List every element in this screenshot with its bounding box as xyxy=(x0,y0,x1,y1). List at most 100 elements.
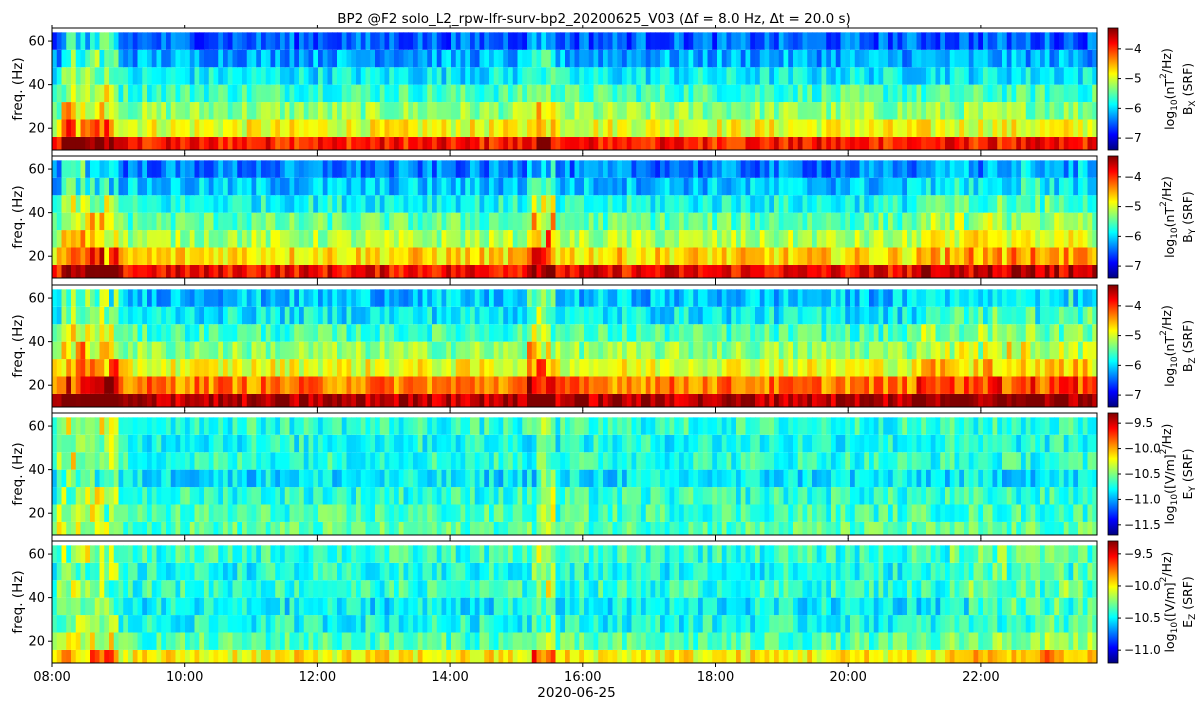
heatmap-cell xyxy=(555,289,561,307)
heatmap-cell xyxy=(204,247,210,265)
heatmap-cell xyxy=(1082,136,1089,150)
heatmap-cell xyxy=(493,67,500,85)
heatmap-cell xyxy=(755,119,761,137)
heatmap-cell xyxy=(1054,102,1060,120)
heatmap-cell xyxy=(308,49,314,68)
heatmap-cell xyxy=(1063,212,1070,231)
heatmap-cell xyxy=(569,84,576,103)
heatmap-cell xyxy=(541,102,547,120)
heatmap-cell xyxy=(299,84,305,103)
heatmap-cell xyxy=(208,247,215,265)
heatmap-cell xyxy=(911,341,918,360)
heatmap-cell xyxy=(66,195,72,213)
heatmap-cell xyxy=(645,84,652,103)
heatmap-cell xyxy=(921,177,927,196)
heatmap-cell xyxy=(413,324,419,342)
heatmap-cell xyxy=(156,341,162,360)
heatmap-cell xyxy=(94,289,101,307)
heatmap-cell xyxy=(740,306,747,325)
heatmap-cell xyxy=(104,264,110,278)
heatmap-cell xyxy=(237,376,243,394)
heatmap-cell xyxy=(132,84,139,103)
heatmap-cell xyxy=(132,306,139,325)
heatmap-cell xyxy=(118,359,124,377)
heatmap-cell xyxy=(1035,324,1041,342)
heatmap-cell xyxy=(821,119,827,137)
heatmap-cell xyxy=(147,324,153,342)
heatmap-cell xyxy=(446,521,452,535)
heatmap-cell xyxy=(365,212,371,231)
heatmap-cell xyxy=(683,376,690,394)
heatmap-cell xyxy=(541,306,547,325)
heatmap-cell xyxy=(261,289,267,307)
heatmap-cell xyxy=(1078,393,1084,407)
heatmap-cell xyxy=(968,84,975,103)
heatmap-cell xyxy=(132,67,139,85)
heatmap-cell xyxy=(256,67,262,85)
heatmap-cell xyxy=(1082,212,1089,231)
colorbar-label-part: (nT xyxy=(1162,207,1177,228)
heatmap-cell xyxy=(550,177,557,196)
heatmap-cell xyxy=(954,289,960,307)
heatmap-cell xyxy=(256,119,262,137)
heatmap-cell xyxy=(531,102,538,120)
heatmap-cell xyxy=(536,119,542,137)
heatmap-cell xyxy=(408,521,414,535)
heatmap-cell xyxy=(147,289,153,307)
colorbar-label-line1: log10(nT2/Hz) xyxy=(1159,176,1180,258)
heatmap-cell xyxy=(816,306,823,325)
heatmap-cell xyxy=(1002,177,1008,196)
heatmap-cell xyxy=(479,119,485,137)
heatmap-cell xyxy=(864,289,870,307)
heatmap-cell xyxy=(151,195,158,213)
heatmap-cell xyxy=(873,376,880,394)
heatmap-cell xyxy=(389,84,395,103)
heatmap-cell xyxy=(128,521,134,535)
heatmap-cell xyxy=(512,102,519,120)
heatmap-cell xyxy=(522,136,528,150)
heatmap-cell xyxy=(584,136,590,150)
heatmap-cell xyxy=(978,341,984,360)
heatmap-cell xyxy=(702,289,709,307)
heatmap-cell xyxy=(1021,160,1027,178)
heatmap-cell xyxy=(854,341,861,360)
heatmap-cell xyxy=(945,230,951,248)
colorbar-label-line2: BY (SRF) xyxy=(1180,191,1198,243)
heatmap-cell xyxy=(755,230,761,248)
heatmap-cell xyxy=(265,393,272,407)
heatmap-cell xyxy=(598,195,604,213)
heatmap-cell xyxy=(574,212,580,231)
heatmap-cell xyxy=(987,264,994,278)
heatmap-cell xyxy=(427,49,433,68)
heatmap-cell xyxy=(764,49,770,68)
heatmap-cell xyxy=(541,359,547,377)
heatmap-cell xyxy=(973,160,979,178)
heatmap-cell xyxy=(921,289,927,307)
heatmap-cell xyxy=(180,32,186,50)
heatmap-cell xyxy=(536,32,542,50)
heatmap-cell xyxy=(484,324,490,342)
heatmap-cell xyxy=(740,67,747,85)
heatmap-cell xyxy=(1035,177,1041,196)
heatmap-cell xyxy=(161,247,167,265)
heatmap-cell xyxy=(99,306,105,325)
colorbar-label-part: 2 xyxy=(1159,330,1169,336)
heatmap-cell xyxy=(907,521,913,535)
heatmap-cell xyxy=(664,102,671,120)
colorbar-label-part: log xyxy=(1162,239,1177,258)
heatmap-cell xyxy=(71,306,77,325)
heatmap-cell xyxy=(850,324,856,342)
heatmap-cell xyxy=(185,306,191,325)
heatmap-cell xyxy=(493,289,500,307)
heatmap-cell xyxy=(322,359,329,377)
heatmap-cell xyxy=(389,32,395,50)
heatmap-cell xyxy=(1030,376,1036,394)
heatmap-cell xyxy=(498,376,504,394)
heatmap-cell xyxy=(588,32,595,50)
heatmap-cell xyxy=(128,119,134,137)
heatmap-cell xyxy=(1092,306,1098,325)
heatmap-cell xyxy=(636,136,642,150)
heatmap-cell xyxy=(223,49,229,68)
heatmap-cell xyxy=(470,195,476,213)
heatmap-cell xyxy=(1092,230,1098,248)
